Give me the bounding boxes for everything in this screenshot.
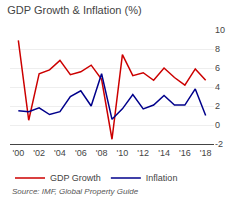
svg-text:'06: '06 bbox=[75, 148, 87, 158]
svg-text:6: 6 bbox=[215, 63, 220, 73]
svg-text:'10: '10 bbox=[117, 148, 129, 158]
svg-text:GDP Growth & Inflation (%): GDP Growth & Inflation (%) bbox=[7, 4, 141, 16]
svg-text:-2: -2 bbox=[215, 139, 223, 149]
svg-text:'12: '12 bbox=[137, 148, 149, 158]
svg-text:'14: '14 bbox=[158, 148, 170, 158]
svg-text:'00: '00 bbox=[12, 148, 24, 158]
svg-text:10: 10 bbox=[215, 25, 225, 35]
svg-text:'16: '16 bbox=[179, 148, 191, 158]
svg-text:'08: '08 bbox=[96, 148, 108, 158]
svg-text:Inflation: Inflation bbox=[146, 173, 178, 183]
svg-text:GDP Growth: GDP Growth bbox=[50, 173, 101, 183]
svg-text:Source: IMF, Global Property G: Source: IMF, Global Property Guide bbox=[12, 187, 139, 196]
svg-text:0: 0 bbox=[215, 120, 220, 130]
svg-text:'18: '18 bbox=[200, 148, 212, 158]
svg-text:2: 2 bbox=[215, 101, 220, 111]
svg-text:'04: '04 bbox=[54, 148, 66, 158]
svg-text:8: 8 bbox=[215, 44, 220, 54]
svg-text:'02: '02 bbox=[33, 148, 45, 158]
svg-text:4: 4 bbox=[215, 82, 220, 92]
